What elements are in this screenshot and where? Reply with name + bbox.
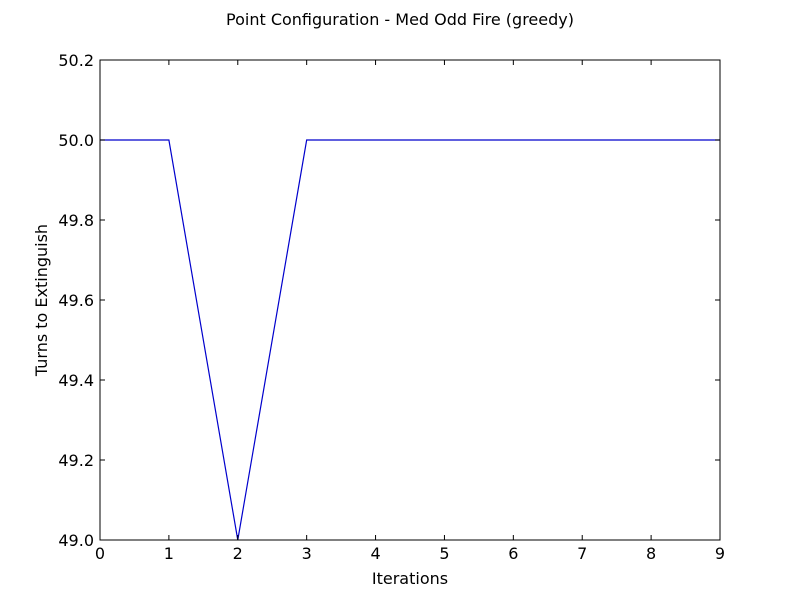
x-tick-label: 2 bbox=[233, 544, 243, 563]
y-tick-label: 49.8 bbox=[58, 211, 94, 230]
y-tick-label: 49.0 bbox=[58, 531, 94, 550]
x-tick-label: 5 bbox=[439, 544, 449, 563]
x-axis-label: Iterations bbox=[372, 569, 448, 588]
y-tick-label: 50.2 bbox=[58, 51, 94, 70]
x-tick-label: 7 bbox=[577, 544, 587, 563]
y-tick-label: 49.4 bbox=[58, 371, 94, 390]
x-tick-label: 0 bbox=[95, 544, 105, 563]
x-tick-label: 1 bbox=[164, 544, 174, 563]
y-tick-label: 49.2 bbox=[58, 451, 94, 470]
x-tick-label: 3 bbox=[302, 544, 312, 563]
y-axis-label: Turns to Extinguish bbox=[32, 224, 51, 377]
y-tick-label: 49.6 bbox=[58, 291, 94, 310]
plot-area: 0 1 2 3 4 5 6 7 8 9 49.0 49.2 49.4 49.6 49.8 50.0 50.2 bbox=[58, 51, 725, 563]
series-line-0 bbox=[100, 139, 720, 541]
x-tick-label: 4 bbox=[370, 544, 380, 563]
x-tick-label: 6 bbox=[508, 544, 518, 563]
y-tick-label: 50.0 bbox=[58, 131, 94, 150]
x-tick-label: 8 bbox=[646, 544, 656, 563]
chart-title: Point Configuration - Med Odd Fire (gree… bbox=[226, 10, 574, 29]
x-tick-label: 9 bbox=[715, 544, 725, 563]
